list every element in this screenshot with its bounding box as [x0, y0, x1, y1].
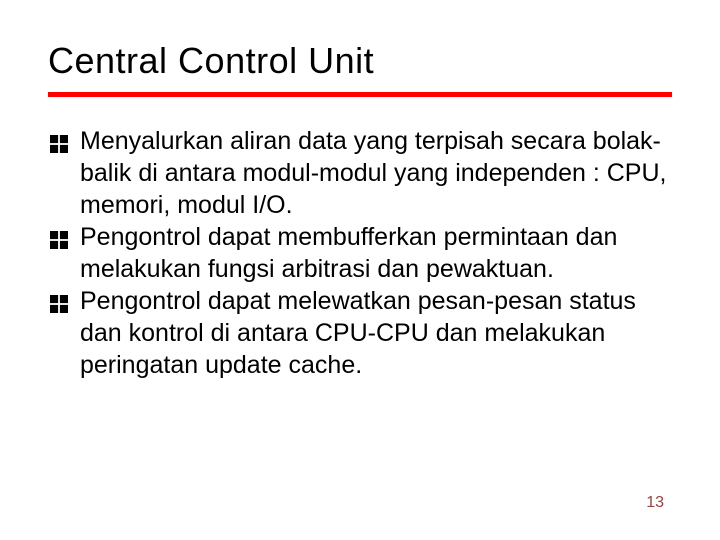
- bullet-list: Menyalurkan aliran data yang terpisah se…: [48, 125, 672, 381]
- title-rule: [48, 92, 672, 97]
- list-item: Pengontrol dapat melewatkan pesan-pesan …: [50, 285, 672, 381]
- bullet-icon: [50, 225, 68, 243]
- list-item-text: Pengontrol dapat membufferkan permintaan…: [80, 223, 617, 283]
- slide-container: Central Control Unit Menyalurkan aliran …: [0, 0, 720, 540]
- bullet-icon: [50, 129, 68, 147]
- list-item-text: Pengontrol dapat melewatkan pesan-pesan …: [80, 287, 636, 379]
- list-item: Menyalurkan aliran data yang terpisah se…: [50, 125, 672, 221]
- bullet-icon: [50, 289, 68, 307]
- list-item-text: Menyalurkan aliran data yang terpisah se…: [80, 127, 666, 219]
- slide-title: Central Control Unit: [48, 40, 672, 82]
- list-item: Pengontrol dapat membufferkan permintaan…: [50, 221, 672, 285]
- page-number: 13: [646, 494, 664, 512]
